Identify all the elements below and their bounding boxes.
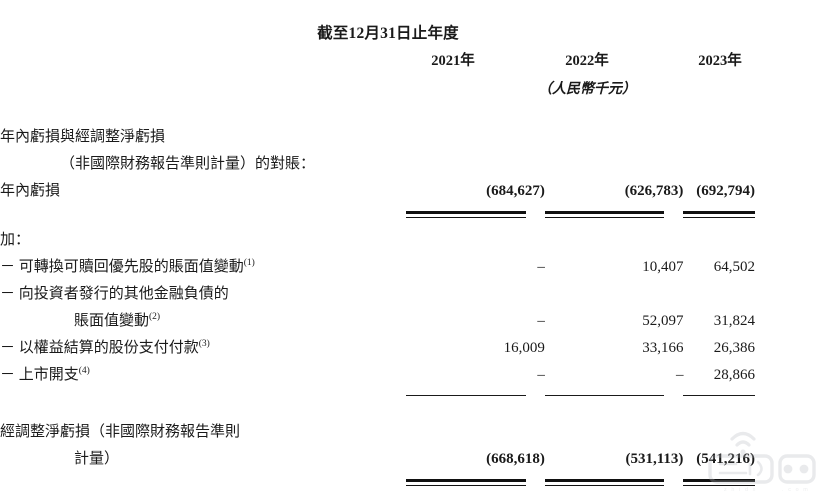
spacer-cell — [545, 281, 684, 308]
spacer-cell — [545, 419, 684, 446]
footnote-marker-2: (2) — [149, 312, 161, 322]
spacer-cell — [406, 389, 545, 419]
adjustment-4-text: － 上市開支 — [0, 367, 79, 383]
spacer-cell — [545, 227, 684, 254]
spacer-cell — [406, 151, 545, 178]
spacer-cell — [545, 389, 684, 419]
table-row-adjustment-1: － 可轉換可贖回優先股的賬面值變動(1) – 10,407 64,502 — [0, 254, 822, 281]
table-row-adjustment-2-line1: － 向投資者發行的其他金融負債的 — [0, 281, 822, 308]
adjustment-2-text: 賬面值變動 — [74, 313, 150, 329]
double-rule — [683, 479, 755, 486]
row-label-loss-for-year: 年內虧損 — [0, 183, 61, 199]
section-title-line2: （非國際財務報告準則計量）的對賬： — [60, 156, 316, 172]
table-row-total-line1: 經調整淨虧損（非國際財務報告準則 — [0, 419, 822, 446]
financial-reconciliation-table: 年內虧損與經調整淨虧損 （非國際財務報告準則計量）的對賬： 年內虧損 (684,… — [0, 124, 822, 486]
row-label-adjustment-2-line2: 賬面值變動(2) — [0, 308, 406, 335]
table-row: 年內虧損與經調整淨虧損 — [0, 124, 822, 151]
cell-total-2021: (668,618) — [486, 451, 545, 467]
single-rule — [544, 395, 665, 396]
cell-adj2-2021: – — [537, 313, 545, 329]
single-rule — [406, 395, 526, 396]
header-year-2021: 2021年 — [431, 53, 475, 69]
cell-adj2-2022: 52,097 — [642, 313, 684, 329]
double-rule — [406, 479, 526, 486]
row-label-adjustment-1: － 可轉換可贖回優先股的賬面值變動(1) — [0, 254, 406, 281]
header-year-2023: 2023年 — [698, 53, 742, 69]
cell-adj1-2021: – — [537, 259, 545, 275]
footnote-marker-4: (4) — [78, 366, 90, 376]
table-row-adjustment-4: － 上市開支(4) – – 28,866 — [0, 362, 822, 389]
cell-adj4-2021: – — [537, 367, 545, 383]
spacer-row — [0, 389, 822, 419]
row-label-total-line2: 計量） — [74, 451, 120, 467]
header-currency-unit: （人民幣千元） — [538, 82, 636, 97]
row-label-total-line1: 經調整淨虧損（非國際財務報告準則 — [0, 424, 241, 440]
spacer-cell — [683, 227, 822, 254]
table-row-adjusted-net-loss: 計量） (668,618) (531,113) (541,216) — [0, 446, 822, 473]
spacer-cell — [683, 419, 822, 446]
cell-total-2023: (541,216) — [696, 451, 755, 467]
spacer-cell — [406, 227, 545, 254]
cell-loss-2023: (692,794) — [696, 183, 755, 199]
svg-text:. c o m: . c o m — [782, 487, 809, 493]
svg-text:z h i d x: z h i d x — [724, 487, 757, 493]
header-year-row: 2021年 2022年 2023年 — [0, 49, 822, 69]
spacer-cell — [683, 389, 822, 419]
double-rule — [544, 211, 665, 218]
cell-loss-2021: (684,627) — [486, 183, 545, 199]
spacer-cell — [0, 389, 406, 419]
cell-adj1-2022: 10,407 — [642, 259, 684, 275]
spacer-cell — [683, 151, 822, 178]
spacer-cell — [406, 124, 545, 151]
cell-adj2-2023: 31,824 — [713, 313, 755, 329]
adjustment-3-text: － 以權益結算的股份支付付款 — [0, 340, 199, 356]
cell-total-2022: (531,113) — [625, 451, 684, 467]
cell-adj3-2022: 33,166 — [642, 340, 684, 356]
adjustment-1-text: － 可轉換可贖回優先股的賬面值變動 — [0, 259, 244, 275]
spacer-cell — [406, 419, 545, 446]
double-rule — [544, 479, 665, 486]
spacer-cell — [406, 281, 545, 308]
header-period-label: 截至12月31日止年度 — [317, 25, 459, 42]
table-row: （非國際財務報告準則計量）的對賬： — [0, 151, 822, 178]
table-row-adjustment-3: － 以權益結算的股份支付付款(3) 16,009 33,166 26,386 — [0, 335, 822, 362]
table-row-loss-for-year: 年內虧損 (684,627) (626,783) (692,794) — [0, 178, 822, 205]
spacer-cell — [545, 124, 684, 151]
double-rule — [406, 211, 526, 218]
section-title-line1: 年內虧損與經調整淨虧損 — [0, 129, 166, 145]
cell-adj4-2022: – — [675, 367, 684, 383]
row-label-adjustment-4: － 上市開支(4) — [0, 362, 406, 389]
table-row-adjustment-2: 賬面值變動(2) – 52,097 31,824 — [0, 308, 822, 335]
header-year-2022: 2022年 — [565, 53, 609, 69]
cell-adj3-2023: 26,386 — [713, 340, 755, 356]
cell-adj1-2023: 64,502 — [713, 259, 755, 275]
cell-adj3-2021: 16,009 — [503, 340, 545, 356]
cell-adj4-2023: 28,866 — [713, 367, 755, 383]
row-label-adjustment-3: － 以權益結算的股份支付付款(3) — [0, 335, 406, 362]
spacer-cell — [545, 151, 684, 178]
spacer-cell — [683, 124, 822, 151]
row-label-add: 加： — [0, 232, 31, 248]
row-label-adjustment-2-line1: － 向投資者發行的其他金融負債的 — [0, 286, 229, 302]
footnote-marker-1: (1) — [243, 258, 255, 268]
spacer-cell — [0, 205, 406, 227]
table-row-add-header: 加： — [0, 227, 822, 254]
single-rule — [683, 395, 755, 396]
spacer-cell — [683, 281, 822, 308]
cell-loss-2022: (626,783) — [624, 183, 684, 199]
double-rule — [683, 211, 755, 218]
footnote-marker-3: (3) — [198, 339, 210, 349]
